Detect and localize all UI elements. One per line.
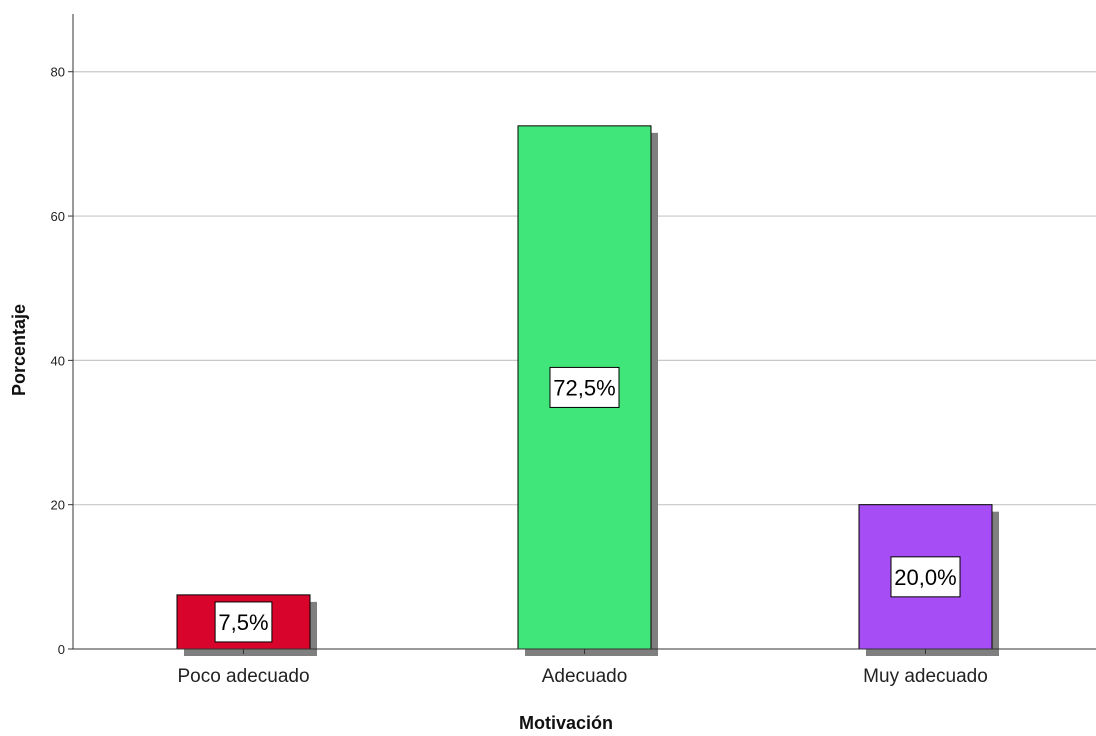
y-tick-label: 40 [51,353,65,368]
x-axis-categories: Poco adecuado Adecuado Muy adecuado [177,649,988,687]
x-category-label: Muy adecuado [863,666,988,687]
x-axis-title: Motivación [519,713,613,733]
data-label: 20,0% [894,565,956,590]
y-axis-title: Porcentaje [9,304,29,396]
y-tick-label: 20 [51,498,65,513]
x-category-label: Poco adecuado [177,666,309,687]
y-axis-ticks: 0 20 40 60 80 [51,65,73,657]
y-tick-label: 80 [51,65,65,80]
data-label-box [890,556,961,598]
data-label: 72,5% [553,375,615,400]
y-tick-label: 60 [51,209,65,224]
data-label-box [549,366,620,408]
bars: 7,5% 72,5% 20,0% [176,125,999,657]
data-label: 7,5% [218,610,268,635]
y-tick-label: 0 [58,642,65,657]
x-category-label: Adecuado [542,666,628,687]
data-label-box [214,601,273,643]
